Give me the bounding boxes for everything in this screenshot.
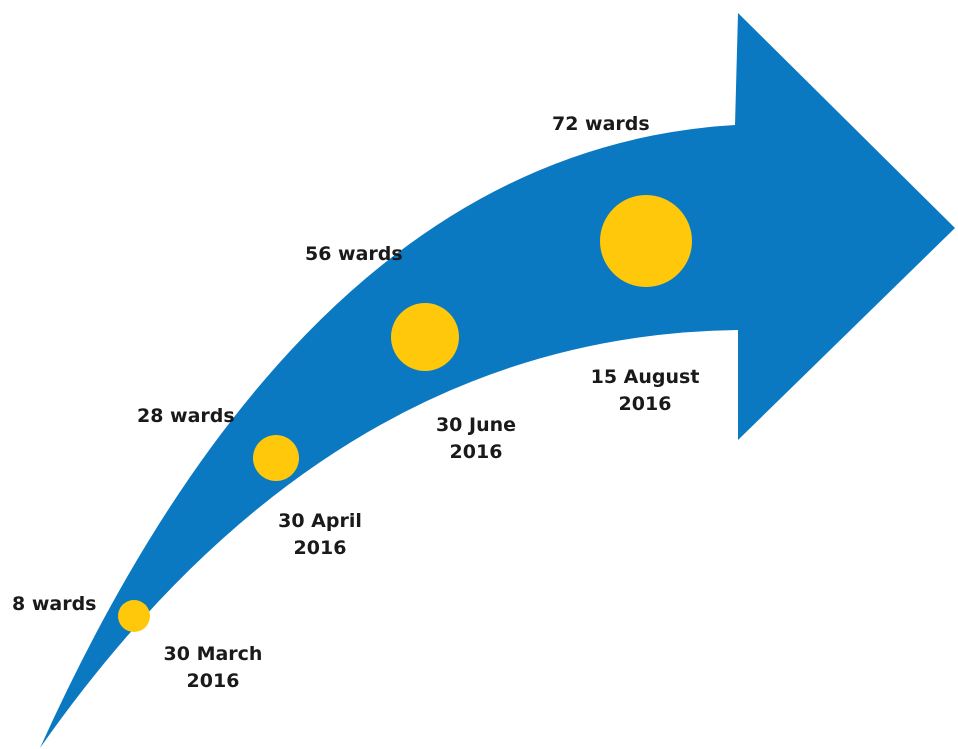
year-text: 2016	[186, 670, 240, 692]
year-text: 2016	[293, 537, 347, 559]
curved-arrow	[40, 13, 955, 748]
milestone-date-4: 15 August 2016	[575, 364, 715, 418]
milestone-dot-2	[253, 435, 299, 481]
milestone-date-2: 30 April 2016	[270, 508, 370, 562]
date-text: 30 March	[163, 643, 263, 665]
date-text: 30 June	[435, 414, 517, 436]
ward-count-2: 28 wards	[137, 405, 235, 427]
ward-count-1: 8 wards	[12, 593, 97, 615]
ward-count-3: 56 wards	[305, 243, 403, 265]
milestone-date-1: 30 March 2016	[158, 641, 268, 695]
date-text: 30 April	[278, 510, 362, 532]
ward-count-4: 72 wards	[552, 113, 650, 135]
milestone-dot-3	[391, 303, 459, 371]
date-text: 15 August	[590, 366, 700, 388]
milestone-dot-1	[118, 600, 150, 632]
year-text: 2016	[618, 393, 672, 415]
milestone-dot-4	[600, 195, 692, 287]
year-text: 2016	[449, 441, 503, 463]
milestone-date-3: 30 June 2016	[426, 412, 526, 466]
